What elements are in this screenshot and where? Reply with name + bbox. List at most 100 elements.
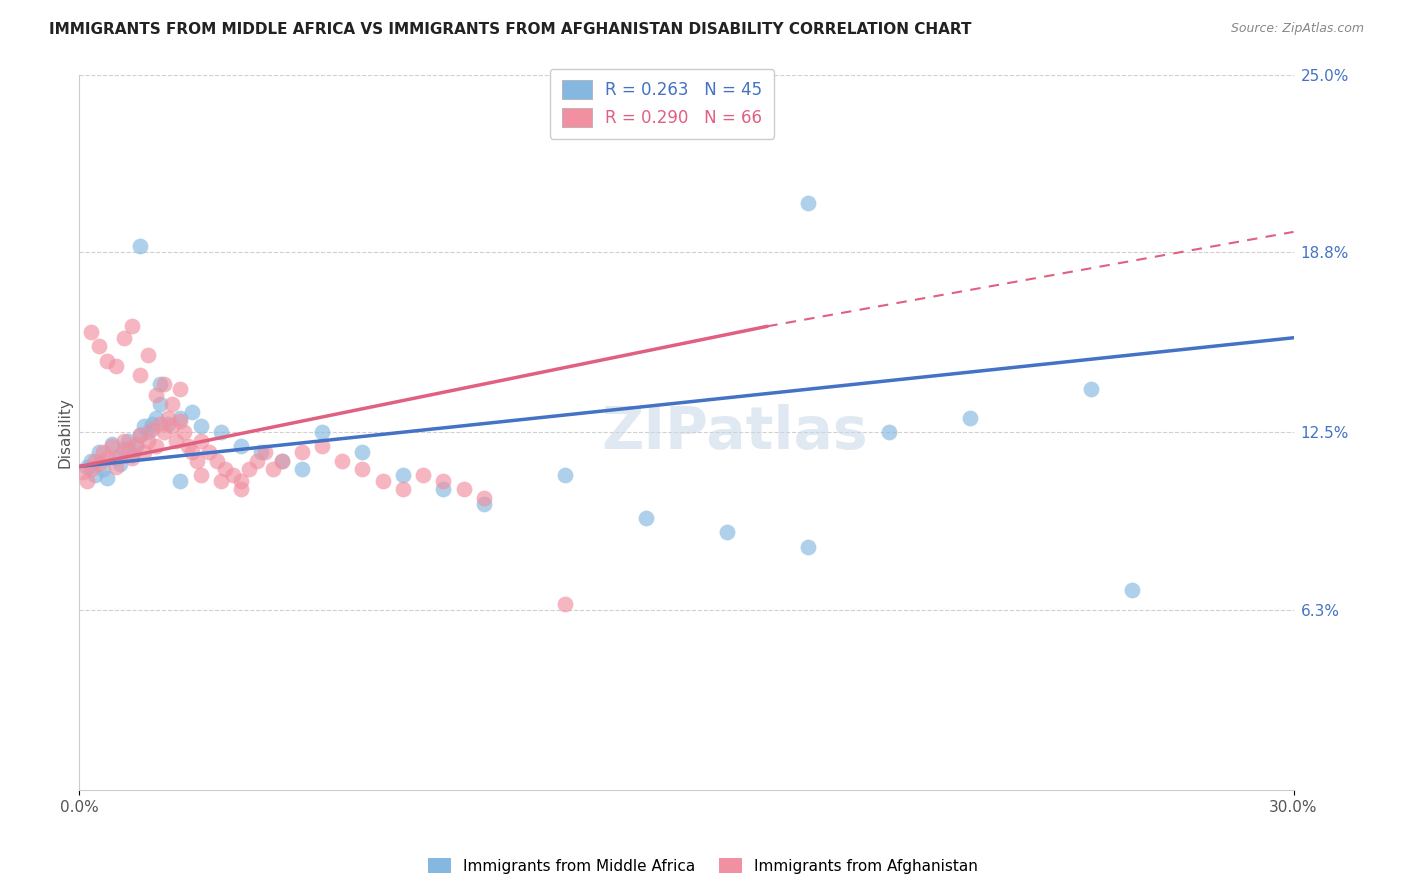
Point <box>634 511 657 525</box>
Point <box>96 471 118 485</box>
Point <box>229 474 252 488</box>
Point <box>112 442 135 457</box>
Point <box>181 445 204 459</box>
Point <box>128 428 150 442</box>
Point <box>84 468 107 483</box>
Point <box>160 396 183 410</box>
Point <box>190 434 212 448</box>
Y-axis label: Disability: Disability <box>58 397 72 467</box>
Point <box>132 445 155 459</box>
Point <box>270 454 292 468</box>
Point <box>96 353 118 368</box>
Point <box>554 468 576 483</box>
Point <box>352 445 374 459</box>
Point <box>153 376 176 391</box>
Point <box>136 434 159 448</box>
Point <box>209 425 232 440</box>
Point <box>149 417 172 431</box>
Point <box>311 425 333 440</box>
Point <box>554 597 576 611</box>
Point <box>121 450 143 465</box>
Point <box>125 440 148 454</box>
Point <box>453 483 475 497</box>
Point <box>716 525 738 540</box>
Point <box>76 474 98 488</box>
Point <box>100 440 122 454</box>
Point <box>352 462 374 476</box>
Point <box>229 440 252 454</box>
Point <box>89 445 111 459</box>
Point <box>108 448 131 462</box>
Point <box>157 410 180 425</box>
Point <box>112 331 135 345</box>
Point <box>121 448 143 462</box>
Point <box>877 425 900 440</box>
Point <box>392 483 415 497</box>
Point <box>472 491 495 505</box>
Point <box>797 196 820 211</box>
Point <box>472 497 495 511</box>
Point <box>181 405 204 419</box>
Point <box>136 348 159 362</box>
Point <box>141 417 163 431</box>
Point <box>254 445 277 459</box>
Text: ZIPatlas: ZIPatlas <box>602 404 868 460</box>
Point <box>72 465 94 479</box>
Point <box>121 319 143 334</box>
Point <box>169 474 191 488</box>
Point <box>190 468 212 483</box>
Point <box>959 410 981 425</box>
Point <box>432 483 454 497</box>
Text: IMMIGRANTS FROM MIDDLE AFRICA VS IMMIGRANTS FROM AFGHANISTAN DISABILITY CORRELAT: IMMIGRANTS FROM MIDDLE AFRICA VS IMMIGRA… <box>49 22 972 37</box>
Point <box>104 450 127 465</box>
Point <box>104 359 127 374</box>
Point <box>160 419 183 434</box>
Point <box>112 434 135 448</box>
Point <box>169 410 191 425</box>
Point <box>93 462 115 476</box>
Point <box>149 396 172 410</box>
Point <box>169 414 191 428</box>
Point <box>177 440 200 454</box>
Point <box>89 457 111 471</box>
Point <box>1121 582 1143 597</box>
Point <box>330 454 353 468</box>
Point <box>1080 382 1102 396</box>
Point <box>136 425 159 440</box>
Point <box>214 462 236 476</box>
Point <box>104 459 127 474</box>
Point <box>132 419 155 434</box>
Point <box>128 368 150 382</box>
Point <box>270 454 292 468</box>
Point <box>80 325 103 339</box>
Point <box>80 462 103 476</box>
Point <box>117 442 139 457</box>
Point <box>209 474 232 488</box>
Point <box>93 445 115 459</box>
Point <box>291 462 314 476</box>
Point <box>145 410 167 425</box>
Point <box>262 462 284 476</box>
Point <box>145 440 167 454</box>
Point <box>169 382 191 396</box>
Legend: R = 0.263   N = 45, R = 0.290   N = 66: R = 0.263 N = 45, R = 0.290 N = 66 <box>550 69 773 139</box>
Point <box>89 339 111 353</box>
Point <box>797 540 820 554</box>
Point <box>186 454 208 468</box>
Point <box>108 457 131 471</box>
Point <box>432 474 454 488</box>
Point <box>149 376 172 391</box>
Point <box>128 239 150 253</box>
Legend: Immigrants from Middle Africa, Immigrants from Afghanistan: Immigrants from Middle Africa, Immigrant… <box>422 852 984 880</box>
Text: Source: ZipAtlas.com: Source: ZipAtlas.com <box>1230 22 1364 36</box>
Point <box>96 450 118 465</box>
Point <box>76 459 98 474</box>
Point <box>100 436 122 450</box>
Point <box>291 445 314 459</box>
Point <box>173 425 195 440</box>
Point <box>145 388 167 402</box>
Point <box>250 445 273 459</box>
Point <box>157 417 180 431</box>
Point <box>392 468 415 483</box>
Point <box>141 422 163 436</box>
